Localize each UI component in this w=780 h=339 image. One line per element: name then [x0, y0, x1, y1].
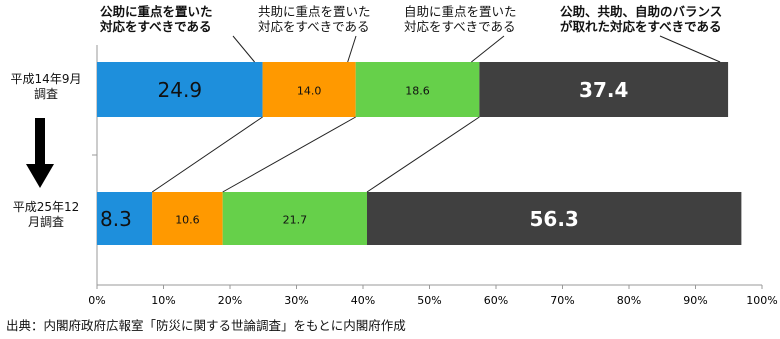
source-note: 出典：内閣府政府広報室「防災に関する世論調査」をもとに内閣府作成: [6, 318, 406, 333]
x-tick-label: 60%: [484, 294, 508, 307]
bar-segment: [366, 192, 742, 245]
data-label: 37.4: [579, 78, 628, 102]
leader-line: [471, 35, 505, 63]
connector: [366, 116, 480, 193]
legend-label: 公助に重点を置いた 対応をすべきである: [100, 4, 213, 34]
bar-segment: [222, 192, 367, 245]
x-tick-label: 100%: [746, 294, 777, 307]
x-tick-label: 40%: [351, 294, 375, 307]
data-label: 10.6: [175, 214, 200, 227]
y-tick-label: 平成14年9月 調査: [10, 72, 82, 101]
leader-line: [347, 35, 357, 63]
data-label: 24.9: [158, 78, 203, 102]
legend-label: 自助に重点を置いた 対応をすべきである: [404, 4, 517, 34]
x-tick-label: 50%: [417, 294, 441, 307]
x-tick-label: 10%: [151, 294, 175, 307]
x-tick-label: 90%: [683, 294, 707, 307]
bar-segment: [97, 192, 153, 245]
bar-segment: [479, 62, 729, 117]
x-tick-label: 20%: [218, 294, 242, 307]
data-label: 18.6: [405, 85, 430, 98]
x-tick-label: 30%: [284, 294, 308, 307]
leader-line: [232, 35, 255, 63]
y-tick-label: 平成25年12 月調査: [12, 200, 80, 229]
leader-line: [659, 35, 721, 63]
connector: [222, 116, 356, 193]
x-tick-label: 0%: [88, 294, 105, 307]
data-label: 56.3: [530, 207, 579, 231]
x-tick-label: 80%: [617, 294, 641, 307]
legend-label: 共助に重点を置いた 対応をすべきである: [258, 4, 371, 34]
arrow-shaft: [35, 118, 45, 166]
bar-segment: [355, 62, 480, 117]
bar-segment: [152, 192, 223, 245]
data-label: 8.3: [100, 207, 132, 231]
bar-segment: [97, 62, 263, 117]
x-tick-label: 70%: [550, 294, 574, 307]
data-label: 14.0: [297, 85, 322, 98]
connector: [151, 116, 263, 193]
arrow-head: [26, 164, 54, 188]
legend-label: 公助、共助、自助のバランス が取れた対応をすべきである: [560, 4, 723, 34]
bar-segment: [262, 62, 356, 117]
data-label: 21.7: [283, 214, 308, 227]
